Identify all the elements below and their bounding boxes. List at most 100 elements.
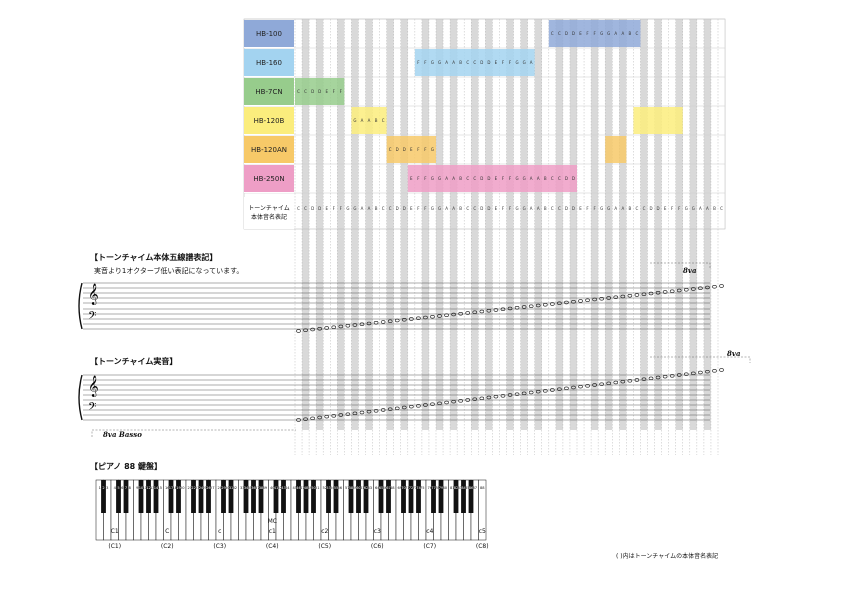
chime-column-shade [534, 19, 542, 430]
pitch-glyph: F [417, 176, 420, 181]
staff2-note [345, 412, 351, 416]
pitch-glyph: C [551, 206, 554, 211]
piano-key-number: 1 [99, 486, 101, 490]
staff1-note [585, 298, 590, 302]
chime-column-shade [316, 19, 324, 430]
pitch-glyph: C [382, 206, 385, 211]
piano-key-number: 56 [337, 486, 342, 490]
piano-key-number: 49 [307, 486, 312, 490]
piano-black-key [273, 480, 279, 513]
row-range-hb-160 [414, 49, 535, 76]
piano-key-number: 38 [259, 486, 264, 490]
chime-column-shade [619, 19, 627, 430]
piano-octave-label: c2 [321, 528, 329, 535]
staff2-title: 【トーンチャイム実音】 [90, 357, 178, 366]
piano-key-number: 10 [139, 486, 144, 490]
piano-key-number: 29 [221, 486, 226, 490]
pitch-glyph: F [586, 31, 589, 36]
pitch-glyph: G [516, 206, 519, 211]
staff1-note [387, 319, 393, 323]
staff1-note [366, 321, 372, 326]
staff2-note [521, 391, 527, 396]
staff2-note [634, 378, 640, 382]
bass-clef: 𝄢 [88, 401, 96, 416]
pitch-glyph: C [720, 206, 723, 211]
piano-octave-label: c1 [268, 528, 276, 535]
pitch-glyph: G [607, 206, 610, 211]
chime-column-shade [569, 19, 577, 430]
piano-black-key [243, 480, 249, 513]
pitch-glyph: B [629, 206, 632, 211]
piano-key-number: 19 [176, 486, 181, 490]
piano-black-key [453, 480, 459, 513]
piano-black-key [461, 480, 466, 513]
pitch-glyph: G [438, 176, 441, 181]
chime-column-shade [351, 19, 359, 430]
pitch-glyph: E [664, 206, 667, 211]
piano-black-key [168, 480, 174, 513]
piano-key-number: 53 [326, 486, 331, 490]
staff-brace [78, 282, 83, 330]
pitch-glyph: F [586, 206, 589, 211]
staff1-note [444, 313, 449, 317]
pitch-glyph: F [340, 89, 343, 94]
staff1-note [352, 323, 358, 327]
pitch-glyph: C [466, 206, 469, 211]
staff2-note [430, 402, 435, 406]
pitch-glyph: D [572, 206, 575, 211]
piano-black-key [206, 480, 211, 513]
staff2-note [514, 392, 520, 396]
pitch-glyph: D [480, 206, 483, 211]
pitch-glyph: A [445, 206, 448, 211]
pitch-glyph: B [375, 206, 378, 211]
piano-key-number: 78 [435, 486, 440, 490]
piano-key-number: 3 [106, 486, 108, 490]
staff2-note [451, 399, 456, 404]
staff2-note [310, 416, 315, 421]
staff2-note [366, 409, 372, 414]
pitch-glyph: A [530, 60, 533, 65]
piano-title: 【ピアノ 88 鍵盤】 [90, 462, 162, 471]
body-notation-label: トーンチャイム 本体音名表記 [244, 197, 294, 229]
staff1-note [613, 295, 619, 299]
piano-key-number: 23 [195, 486, 200, 490]
staff2-note [698, 370, 703, 375]
staff1-note [599, 297, 604, 301]
row-range-hb-120b [351, 107, 387, 134]
staff1-note [669, 289, 675, 293]
staff1-note [698, 286, 703, 290]
pitch-glyph: A [368, 206, 371, 211]
piano-key-number: 8 [129, 486, 132, 490]
staff1-note [465, 311, 471, 315]
pitch-glyph: G [431, 60, 434, 65]
staff1-note [620, 294, 626, 299]
staff1-note [641, 292, 647, 296]
chime-column-shade [605, 19, 613, 430]
row-range-extra [633, 107, 683, 134]
piano-key-number: 82 [454, 486, 459, 490]
staff2-note [550, 388, 555, 392]
staff1-note [430, 315, 435, 319]
piano-key-number: 60 [356, 486, 361, 490]
piano-key-number: 51 [315, 486, 320, 490]
staff1-note [719, 284, 724, 288]
pitch-glyph: A [621, 206, 624, 211]
pitch-glyph: F [424, 60, 427, 65]
staff1-8va-bracket [650, 262, 711, 269]
pitch-glyph: E [410, 206, 413, 211]
chime-column-shade [520, 19, 528, 430]
staff2-note [542, 389, 548, 393]
staff1-note [331, 325, 337, 329]
staff2-note [444, 400, 449, 405]
pitch-glyph: G [353, 118, 356, 123]
staff1-note [564, 300, 569, 305]
pitch-glyph: G [346, 206, 349, 211]
staff2-note [592, 383, 597, 387]
pitch-glyph: A [445, 176, 448, 181]
staff1-note [535, 303, 541, 308]
staff1-note [592, 297, 597, 302]
staff2-note [648, 376, 654, 381]
piano-white-key [478, 479, 487, 541]
staff2-note [528, 390, 534, 395]
piano-black-key [198, 480, 204, 513]
